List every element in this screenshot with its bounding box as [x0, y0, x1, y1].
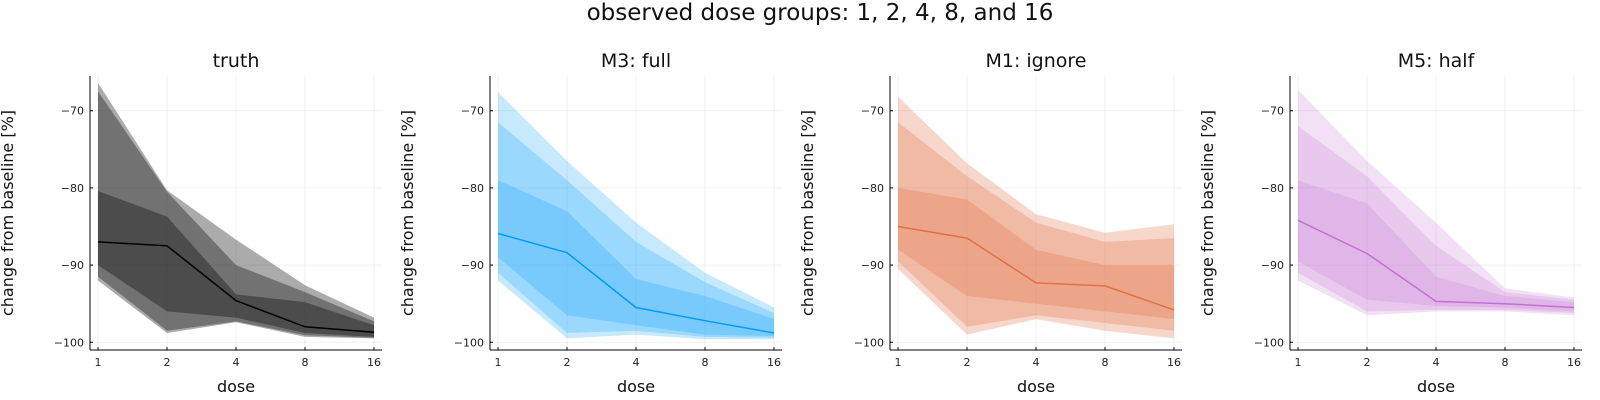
x-tick-label: 16	[1167, 356, 1181, 369]
y-axis-label: change from baseline [%]	[0, 110, 17, 316]
band-3	[98, 191, 374, 337]
x-tick-label: 2	[564, 356, 571, 369]
x-tick-label: 16	[767, 356, 781, 369]
chart-panel: 1 2 4 8 16 −70 −80 −90 −100 truth dose change from …	[0, 50, 382, 396]
y-tick-label: −80	[461, 182, 484, 195]
y-tick-label: −80	[861, 182, 884, 195]
band-2	[1298, 126, 1574, 313]
y-tick-label: −70	[461, 105, 484, 118]
x-tick-label: 8	[1102, 356, 1109, 369]
y-tick-label: −90	[861, 259, 884, 272]
median-line	[1297, 219, 1575, 309]
figure-title: observed dose groups: 1, 2, 4, 8, and 16	[587, 0, 1054, 26]
panels: 1 2 4 8 16 −70 −80 −90 −100 truth dose change from …	[0, 50, 1582, 396]
x-tick-label: 1	[1295, 356, 1302, 369]
band-2	[898, 122, 1174, 331]
x-tick-label: 1	[95, 356, 102, 369]
x-tick-label: 16	[1567, 356, 1581, 369]
y-tick-label: −80	[61, 182, 84, 195]
panel-title: M1: ignore	[985, 50, 1086, 72]
x-tick-label: 1	[895, 356, 902, 369]
x-tick-label: 4	[233, 356, 240, 369]
panel-title: M3: full	[601, 50, 671, 72]
x-tick-label: 4	[633, 356, 640, 369]
band-1	[498, 92, 774, 340]
band-2	[98, 91, 374, 338]
x-axis-label: dose	[1017, 377, 1055, 396]
x-tick-label: 1	[495, 356, 502, 369]
band-1	[98, 82, 374, 339]
y-tick-label: −100	[854, 336, 884, 349]
panel-title: truth	[213, 50, 260, 72]
x-tick-label: 16	[367, 356, 381, 369]
x-tick-label: 4	[1033, 356, 1040, 369]
x-tick-label: 8	[1502, 356, 1509, 369]
band-1	[1298, 89, 1574, 316]
y-axis-label: change from baseline [%]	[398, 110, 417, 316]
y-tick-label: −90	[461, 259, 484, 272]
x-tick-label: 2	[164, 356, 171, 369]
median-line	[497, 232, 775, 334]
y-axis-label: change from baseline [%]	[1198, 110, 1217, 316]
y-tick-label: −90	[61, 259, 84, 272]
median-line	[897, 225, 1175, 311]
x-tick-label: 4	[1433, 356, 1440, 369]
x-axis-label: dose	[617, 377, 655, 396]
y-tick-label: −100	[454, 336, 484, 349]
x-tick-label: 2	[964, 356, 971, 369]
x-tick-label: 2	[1364, 356, 1371, 369]
y-tick-label: −80	[1261, 182, 1284, 195]
y-tick-label: −70	[861, 105, 884, 118]
y-tick-label: −90	[1261, 259, 1284, 272]
band-2	[498, 122, 774, 338]
y-tick-label: −100	[54, 336, 84, 349]
band-3	[498, 180, 774, 337]
x-axis-label: dose	[217, 377, 255, 396]
chart-panel: 1 2 4 8 16 −70 −80 −90 −100 M1: ignore dose change …	[798, 50, 1182, 396]
y-tick-label: −70	[1261, 105, 1284, 118]
y-tick-label: −100	[1254, 336, 1284, 349]
band-1	[898, 96, 1174, 339]
x-axis-label: dose	[1417, 377, 1455, 396]
y-tick-label: −70	[61, 105, 84, 118]
median-line	[97, 241, 375, 333]
x-tick-label: 8	[702, 356, 709, 369]
x-tick-label: 8	[302, 356, 309, 369]
chart-panel: 1 2 4 8 16 −70 −80 −90 −100 M5: half dose change fr…	[1198, 50, 1582, 396]
y-axis-label: change from baseline [%]	[798, 110, 817, 316]
band-3	[1298, 180, 1574, 312]
chart-panel: 1 2 4 8 16 −70 −80 −90 −100 M3: full dose change fr…	[398, 50, 782, 396]
panel-title: M5: half	[1398, 50, 1476, 72]
